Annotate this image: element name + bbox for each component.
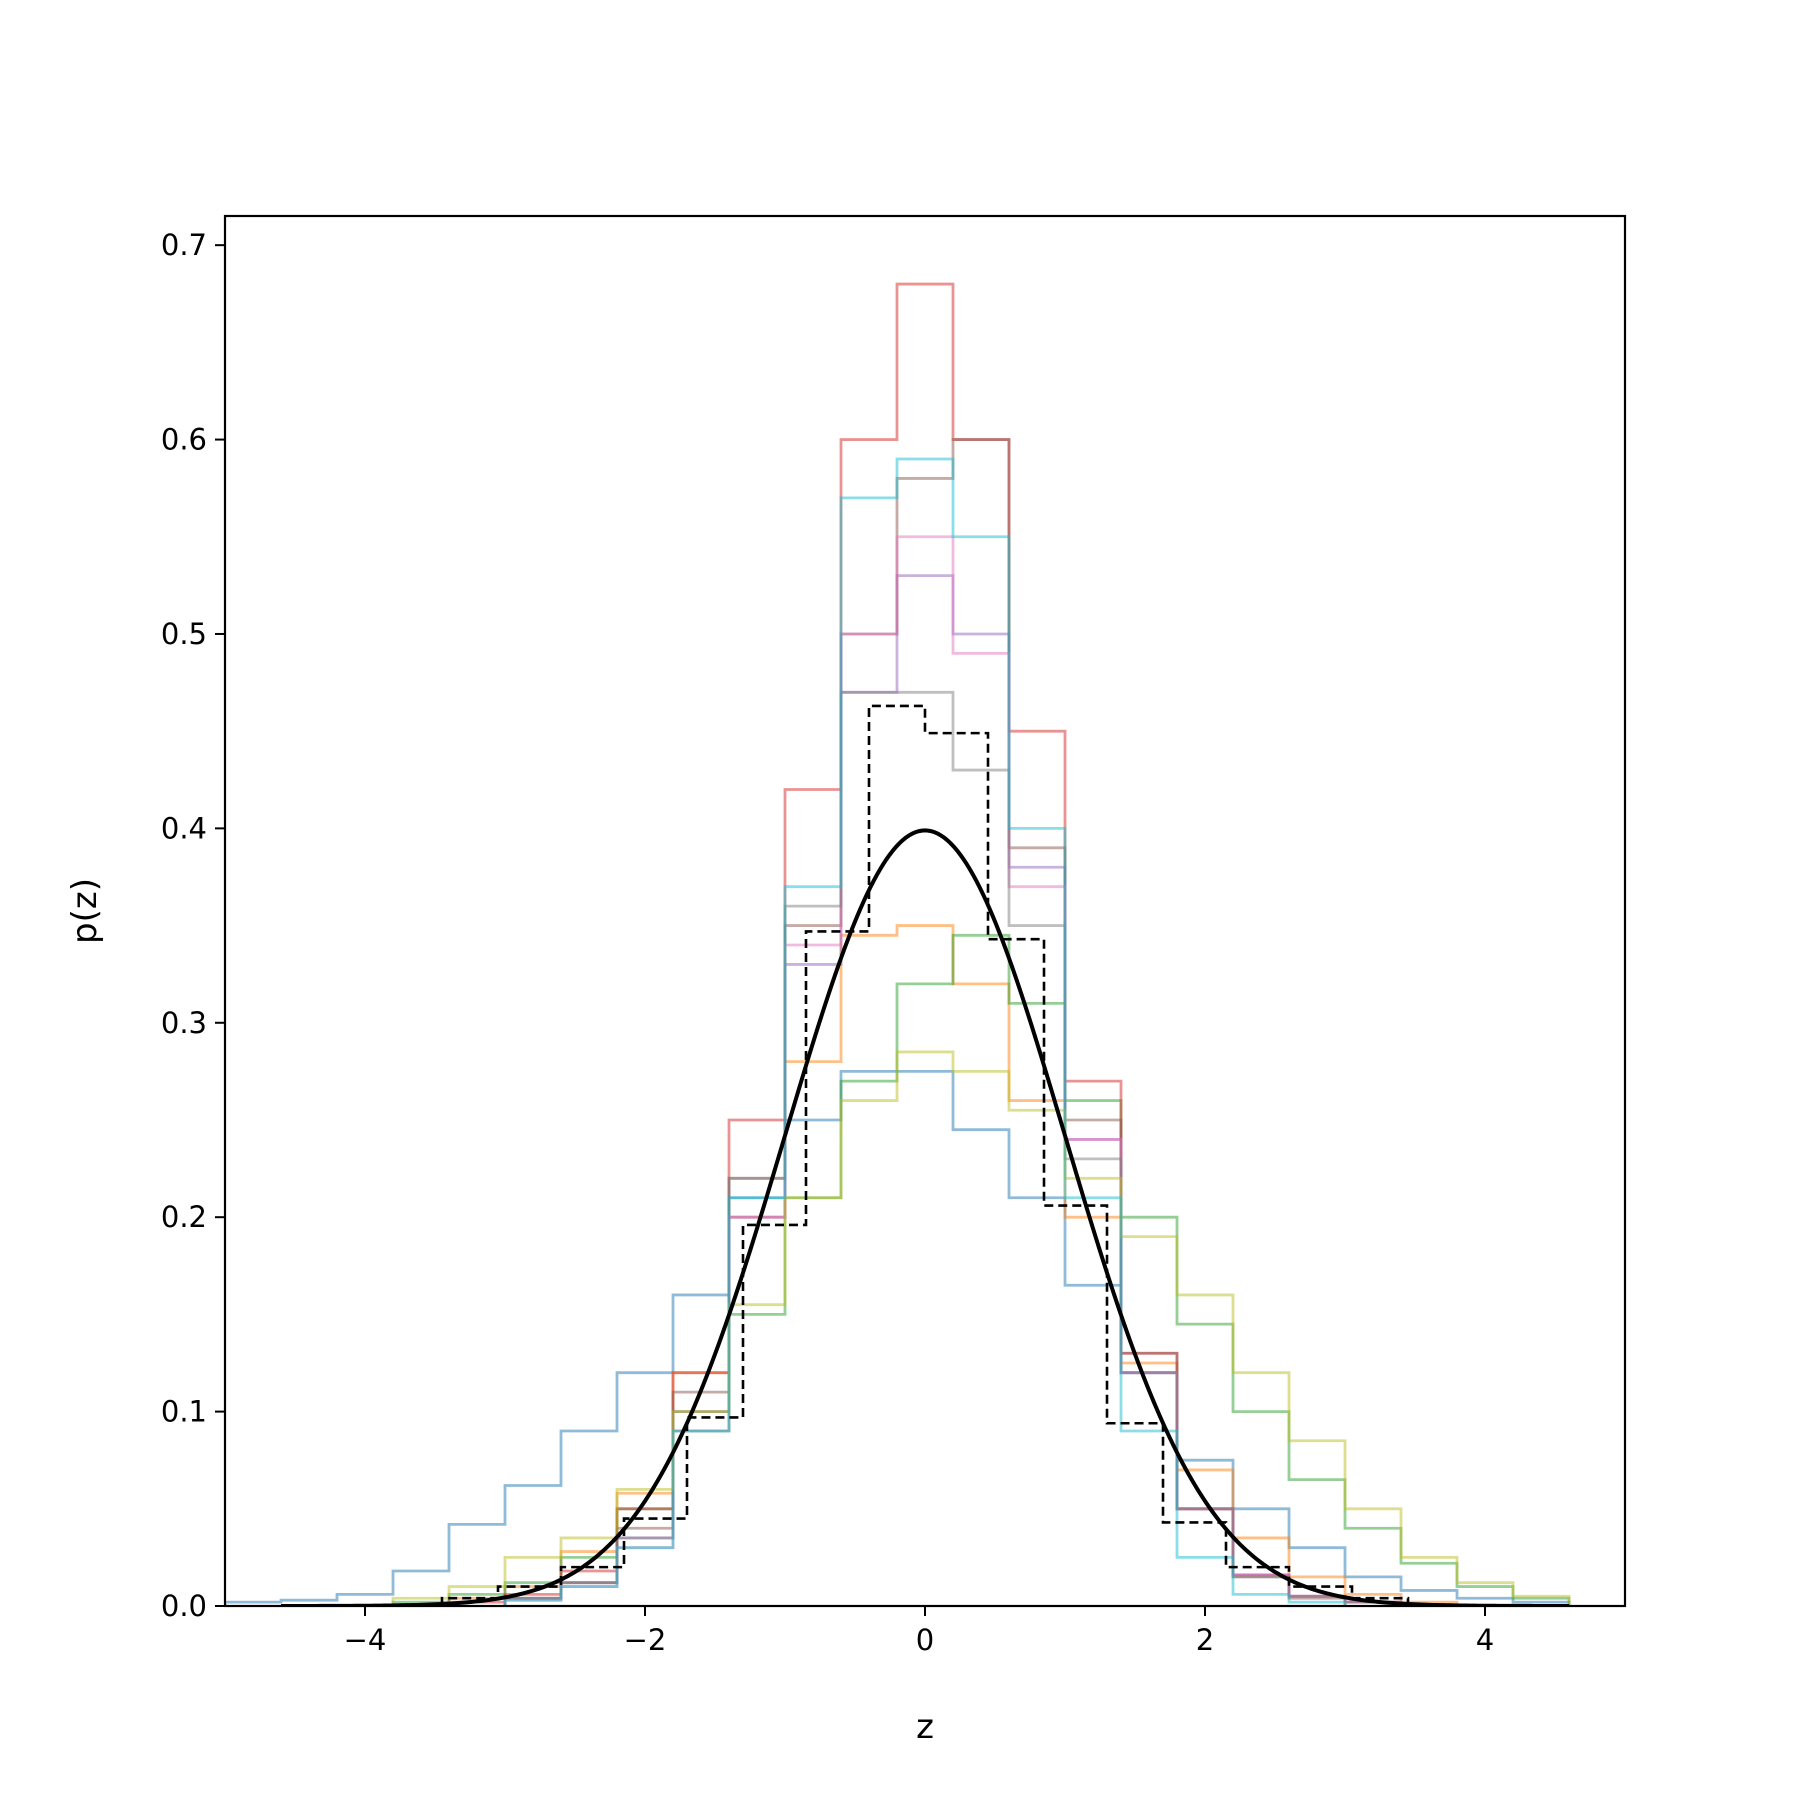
histogram-series-8 xyxy=(503,690,1403,1606)
normal-pdf-curve xyxy=(281,828,1569,1606)
histogram-series-9 xyxy=(391,1050,1571,1606)
histogram-series-10 xyxy=(503,457,1347,1606)
histogram-series-3 xyxy=(391,933,1571,1606)
x-tick-label: −2 xyxy=(624,1623,667,1657)
y-tick-label: 0.2 xyxy=(161,1200,207,1234)
x-tick-label: −4 xyxy=(344,1623,387,1657)
reference-histogram-dashed xyxy=(440,704,1410,1606)
x-tick-label: 4 xyxy=(1476,1623,1494,1657)
y-tick-label: 0.0 xyxy=(161,1589,207,1623)
y-tick-label: 0.4 xyxy=(161,811,207,845)
x-tick-label: 2 xyxy=(1196,1623,1214,1657)
y-tick-label: 0.3 xyxy=(161,1006,207,1040)
y-tick-label: 0.7 xyxy=(161,228,207,262)
y-tick-label: 0.6 xyxy=(161,423,207,457)
x-axis: −4 −2 0 2 4 xyxy=(344,1606,1494,1657)
y-tick-label: 0.1 xyxy=(161,1395,207,1429)
y-tick-label: 0.5 xyxy=(161,617,207,651)
y-axis-label: p(z) xyxy=(65,878,105,944)
y-axis: 0.0 0.1 0.2 0.3 0.4 0.5 0.6 0.7 xyxy=(161,228,225,1623)
x-axis-label: z xyxy=(916,1707,934,1747)
series-layer xyxy=(225,282,1571,1606)
x-tick-label: 0 xyxy=(916,1623,934,1657)
